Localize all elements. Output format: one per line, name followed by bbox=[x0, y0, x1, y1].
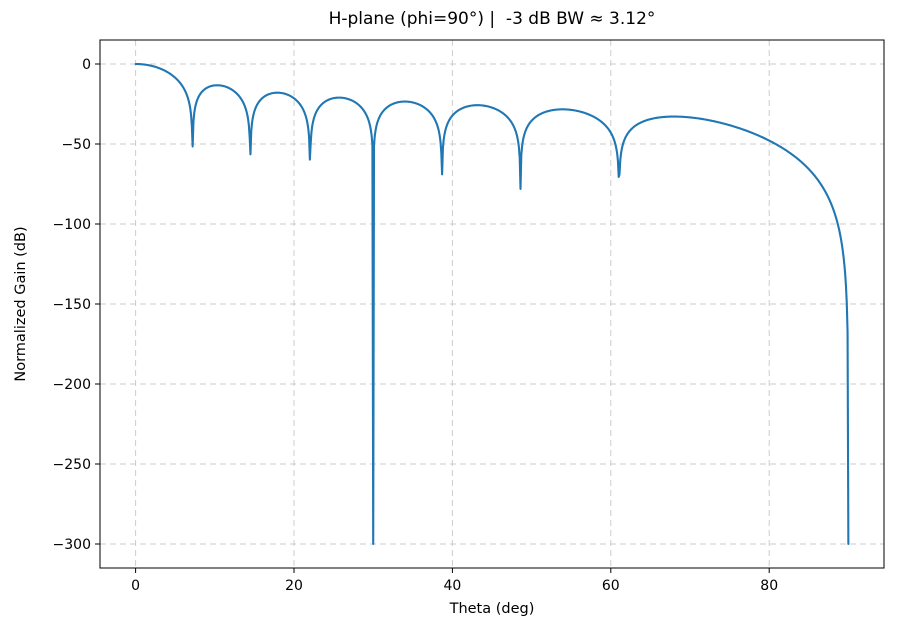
y-tick-label: −200 bbox=[53, 377, 91, 393]
y-tick-label: −100 bbox=[53, 217, 91, 233]
gain-curve bbox=[134, 62, 850, 546]
x-axis-label: Theta (deg) bbox=[449, 601, 535, 617]
x-tick-label: 20 bbox=[285, 578, 303, 594]
y-ticks: 0 −50 −100 −150 −200 −250 −300 bbox=[53, 57, 100, 553]
y-tick-label: −150 bbox=[53, 297, 91, 313]
x-tick-label: 40 bbox=[443, 578, 461, 594]
y-tick-label: −300 bbox=[53, 537, 91, 553]
x-ticks: 0 20 40 60 80 bbox=[131, 568, 778, 594]
x-tick-label: 60 bbox=[602, 578, 620, 594]
x-tick-label: 0 bbox=[131, 578, 140, 594]
grid bbox=[100, 40, 884, 568]
y-tick-label: 0 bbox=[82, 57, 91, 73]
chart-title: H-plane (phi=90°) | -3 dB BW ≈ 3.12° bbox=[328, 9, 656, 29]
y-tick-label: −50 bbox=[61, 137, 91, 153]
y-tick-label: −250 bbox=[53, 457, 91, 473]
x-tick-label: 80 bbox=[760, 578, 778, 594]
